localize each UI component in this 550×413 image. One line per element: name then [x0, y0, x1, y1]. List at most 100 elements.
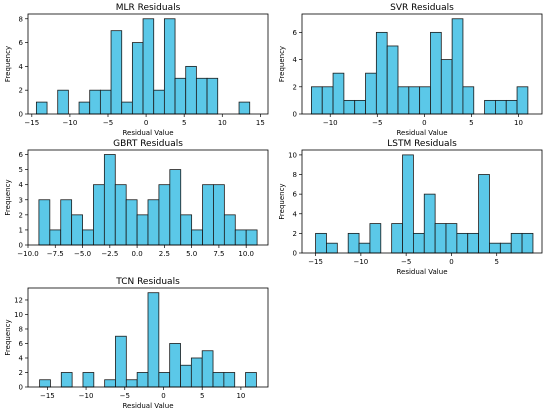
tcn-y-tick-label: 6	[19, 340, 24, 348]
gbrt-bar	[103, 154, 116, 246]
svr-x-tick-label: 10	[514, 119, 523, 127]
tcn-y-axis-label: Frequency	[4, 319, 12, 355]
gbrt-x-tick-label: −7.5	[47, 250, 64, 258]
lstm-y-tick-label: 10	[288, 151, 297, 159]
gbrt-bar	[223, 214, 236, 246]
gbrt-y-axis-label: Frequency	[4, 179, 12, 215]
mlr-y-tick-label: 4	[19, 63, 24, 71]
gbrt-y-tick-label: 1	[19, 226, 23, 234]
tcn-bar	[190, 357, 203, 388]
tcn-y-tick-label: 0	[19, 384, 23, 392]
tcn-x-tick-label: 10	[236, 392, 245, 400]
tcn-bar	[60, 372, 73, 388]
svr-y-tick-label: 0	[293, 111, 297, 119]
gbrt-x-tick-label: 0.0	[132, 250, 143, 258]
mlr-bar	[89, 89, 101, 115]
lstm-axes-frame	[301, 149, 543, 254]
svr-x-tick-label: 0	[422, 119, 426, 127]
tcn-y-tick-label: 2	[19, 369, 23, 377]
mlr-y-tick-label: 6	[19, 39, 24, 47]
tcn-bar	[39, 379, 51, 388]
mlr-bar	[57, 89, 69, 115]
gbrt-bar	[60, 199, 73, 246]
mlr-x-tick-label: −10	[63, 119, 78, 127]
gbrt-x-tick-label: −10.0	[17, 250, 38, 258]
gbrt-y-tick-label: 6	[19, 151, 24, 159]
mlr-bar	[131, 42, 144, 115]
svr-bar	[408, 86, 421, 115]
tcn-bar	[115, 335, 127, 388]
tcn-y-tick-label: 8	[19, 325, 23, 333]
gbrt-bar	[169, 169, 182, 246]
svr-bar	[386, 45, 399, 115]
gbrt-bar	[136, 214, 149, 246]
tcn-x-axis-label: Residual Value	[122, 402, 173, 410]
tcn-axes-frame	[27, 287, 269, 388]
tcn-x-tick-label: −5	[120, 392, 130, 400]
lstm-x-tick-label: −5	[401, 258, 411, 266]
mlr-bar	[99, 89, 112, 115]
gbrt-bar	[213, 184, 225, 246]
tcn-bar	[180, 364, 192, 388]
lstm-bar	[478, 174, 490, 254]
svr-bar	[451, 18, 464, 115]
gbrt-y-tick-label: 2	[19, 211, 23, 219]
lstm-bar	[521, 232, 534, 254]
tcn-bar	[201, 350, 214, 388]
mlr-bar	[110, 30, 123, 115]
lstm-y-tick-label: 6	[293, 191, 298, 199]
gbrt-bar	[202, 184, 214, 246]
lstm-bar	[510, 232, 523, 254]
svr-bar	[375, 31, 388, 115]
lstm-x-tick-label: −15	[308, 258, 323, 266]
mlr-x-tick-label: −5	[103, 119, 113, 127]
gbrt-x-tick-label: 2.5	[159, 250, 170, 258]
lstm-y-tick-label: 4	[293, 210, 298, 218]
lstm-bar	[347, 232, 360, 254]
tcn-bar	[169, 343, 181, 388]
svr-x-axis-label: Residual Value	[396, 129, 447, 137]
gbrt-x-tick-label: 10.0	[238, 250, 254, 258]
tcn-bar	[82, 372, 95, 388]
mlr-y-tick-label: 8	[19, 15, 23, 23]
gbrt-y-tick-label: 0	[19, 242, 23, 250]
lstm-y-tick-label: 8	[293, 171, 297, 179]
tcn-x-tick-label: −10	[79, 392, 94, 400]
gbrt-bar	[82, 229, 94, 246]
gbrt-x-tick-label: 5.0	[186, 250, 197, 258]
gbrt-x-tick-label: −5.0	[74, 250, 91, 258]
tcn-bar	[147, 292, 160, 388]
tcn-x-tick-label: 5	[200, 392, 204, 400]
svr-bar	[397, 86, 410, 115]
gbrt-bar	[180, 214, 193, 246]
lstm-x-tick-label: 0	[449, 258, 453, 266]
lstm-panel: −15 −10 −5 0 5 0 2 4 6 8 10 LSTM Residuals Residual …	[278, 139, 543, 276]
lstm-bar	[412, 232, 425, 254]
mlr-bar	[195, 77, 208, 115]
lstm-bar	[402, 154, 414, 254]
svr-bar	[462, 86, 475, 115]
tcn-bar	[212, 372, 225, 388]
svr-panel: −10 −5 0 5 10 0 2 4 6 SVR Residuals Residual Value…	[278, 3, 543, 137]
tcn-panel: −15 −10 −5 0 5 10 0 2 4 6 8 10 12 TCN Residuals Residu…	[4, 277, 269, 410]
mlr-x-axis-label: Residual Value	[122, 129, 173, 137]
svr-bar	[311, 86, 323, 115]
gbrt-bar	[158, 184, 171, 246]
lstm-bar	[489, 242, 501, 254]
svr-x-tick-label: −10	[323, 119, 338, 127]
gbrt-bar	[49, 229, 62, 246]
gbrt-bar	[114, 184, 127, 246]
svr-axes-frame	[301, 13, 543, 115]
lstm-bar	[499, 242, 512, 254]
svr-bar	[419, 86, 431, 115]
lstm-x-tick-label: −10	[353, 258, 368, 266]
tcn-y-tick-label: 12	[14, 296, 23, 304]
tcn-bar	[223, 372, 236, 388]
svr-y-axis-label: Frequency	[278, 46, 286, 82]
lstm-bar	[423, 193, 436, 254]
mlr-title: MLR Residuals	[116, 3, 181, 13]
mlr-bar	[121, 101, 133, 115]
lstm-bar	[456, 232, 469, 254]
mlr-bar	[163, 18, 176, 115]
gbrt-x-tick-label: 7.5	[213, 250, 224, 258]
